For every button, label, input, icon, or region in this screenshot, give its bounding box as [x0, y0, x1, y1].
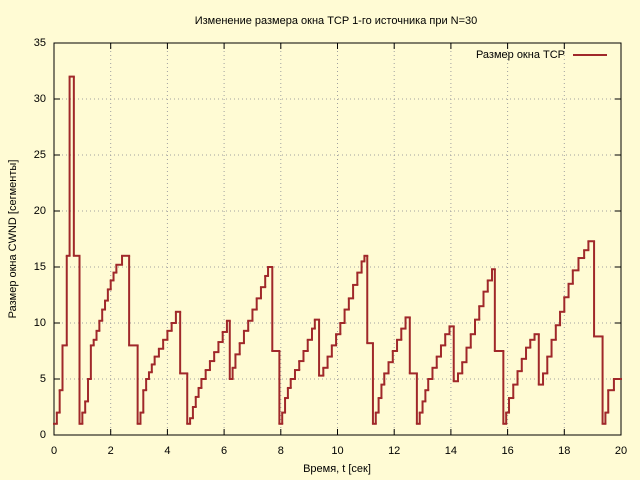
- y-tick-label: 5: [40, 373, 46, 385]
- y-axis-label: Размер окна CWND [сегменты]: [7, 160, 19, 319]
- x-tick-label: 14: [445, 445, 457, 457]
- y-tick-label: 30: [34, 93, 46, 105]
- plot-frame: [53, 42, 622, 436]
- x-tick-label: 4: [164, 445, 170, 457]
- y-tick-label: 0: [40, 429, 46, 441]
- x-tick-label: 10: [331, 445, 343, 457]
- x-tick-label: 8: [278, 445, 284, 457]
- y-tick-label: 15: [34, 261, 46, 273]
- x-tick-label: 16: [501, 445, 513, 457]
- x-tick-label: 0: [51, 445, 57, 457]
- legend-label: Размер окна TCP: [476, 49, 565, 61]
- x-tick-label: 6: [221, 445, 227, 457]
- chart-title: Изменение размера окна TCP 1-го источник…: [195, 15, 478, 27]
- x-tick-label: 2: [108, 445, 114, 457]
- y-tick-label: 10: [34, 317, 46, 329]
- y-tick-label: 20: [34, 205, 46, 217]
- x-tick-label: 18: [558, 445, 570, 457]
- x-tick-label: 20: [615, 445, 627, 457]
- x-tick-label: 12: [388, 445, 400, 457]
- x-axis-label: Время, t [сек]: [303, 463, 371, 475]
- y-tick-label: 25: [34, 149, 46, 161]
- y-tick-label: 35: [34, 37, 46, 49]
